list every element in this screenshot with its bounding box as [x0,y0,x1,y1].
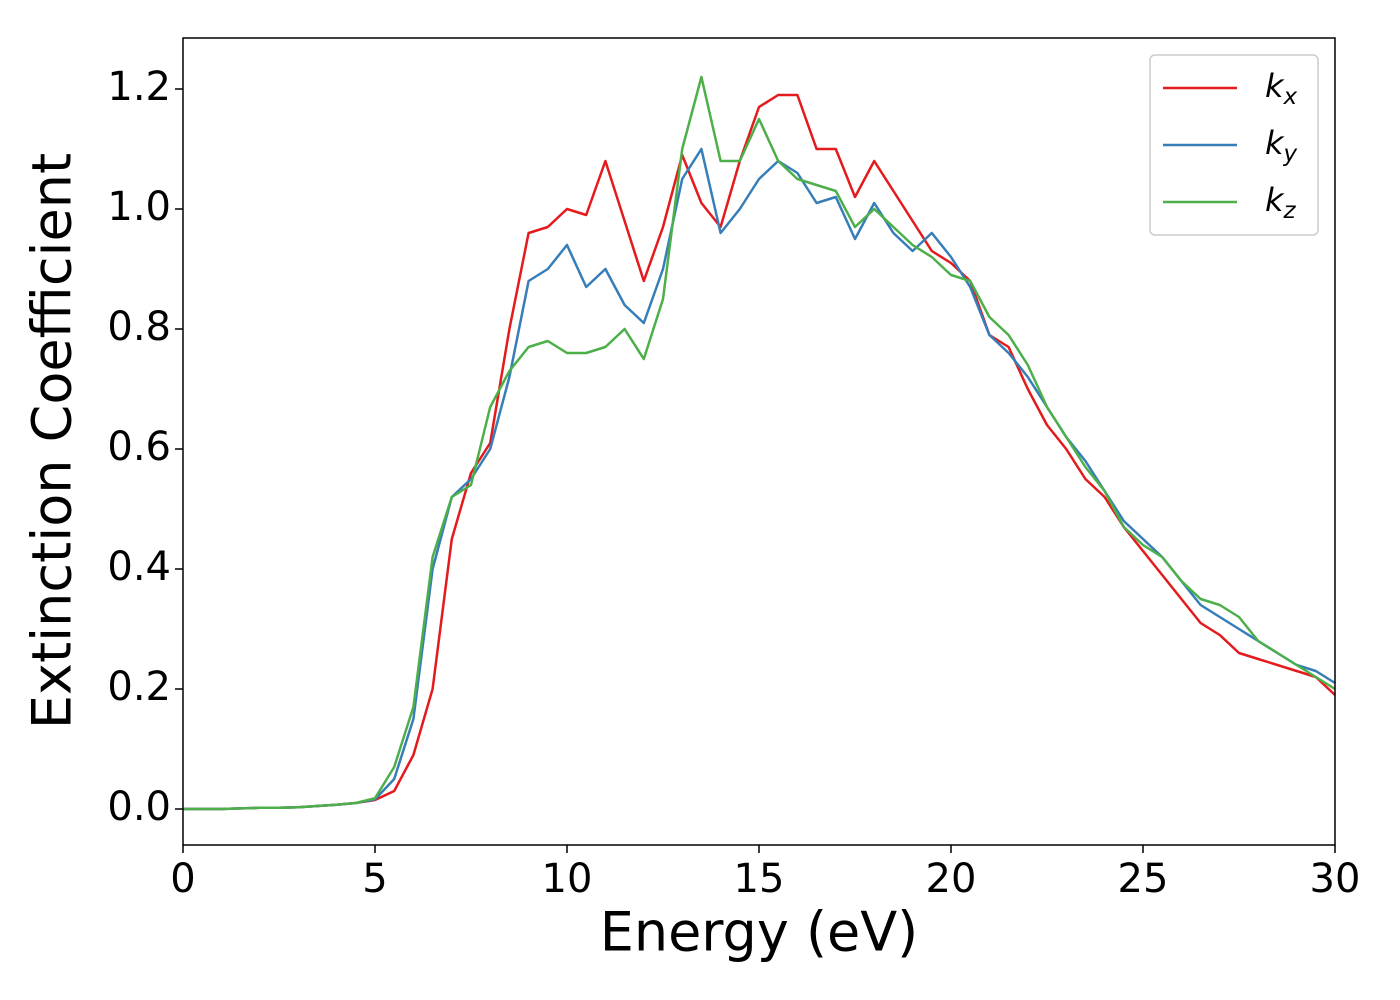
y-tick-label: 1.0 [107,184,171,230]
x-tick-label: 0 [170,856,195,902]
x-tick-label: 20 [926,856,977,902]
x-axis-label: Energy (eV) [600,901,919,964]
legend-label: kx [1265,67,1298,110]
line-series [183,147,1336,811]
y-tick-label: 0.2 [107,664,171,710]
x-tick-label: 15 [734,856,785,902]
x-tick-label: 25 [1118,856,1169,902]
y-tick-label: 1.2 [107,64,171,110]
legend-label: ky [1265,124,1298,167]
y-tick-label: 0.6 [107,424,171,470]
plot-area [183,75,1336,811]
x-tick-label: 30 [1310,856,1361,902]
x-tick-label: 10 [542,856,593,902]
y-axis-label: Extinction Coefficient [21,153,84,729]
line-series [183,75,1336,811]
axes-frame [182,37,1336,846]
y-tick-label: 0.8 [107,304,171,350]
legend-label: kz [1265,181,1297,224]
x-tick-label: 5 [362,856,387,902]
y-tick-label: 0.0 [107,784,171,830]
y-tick-label: 0.4 [107,544,171,590]
